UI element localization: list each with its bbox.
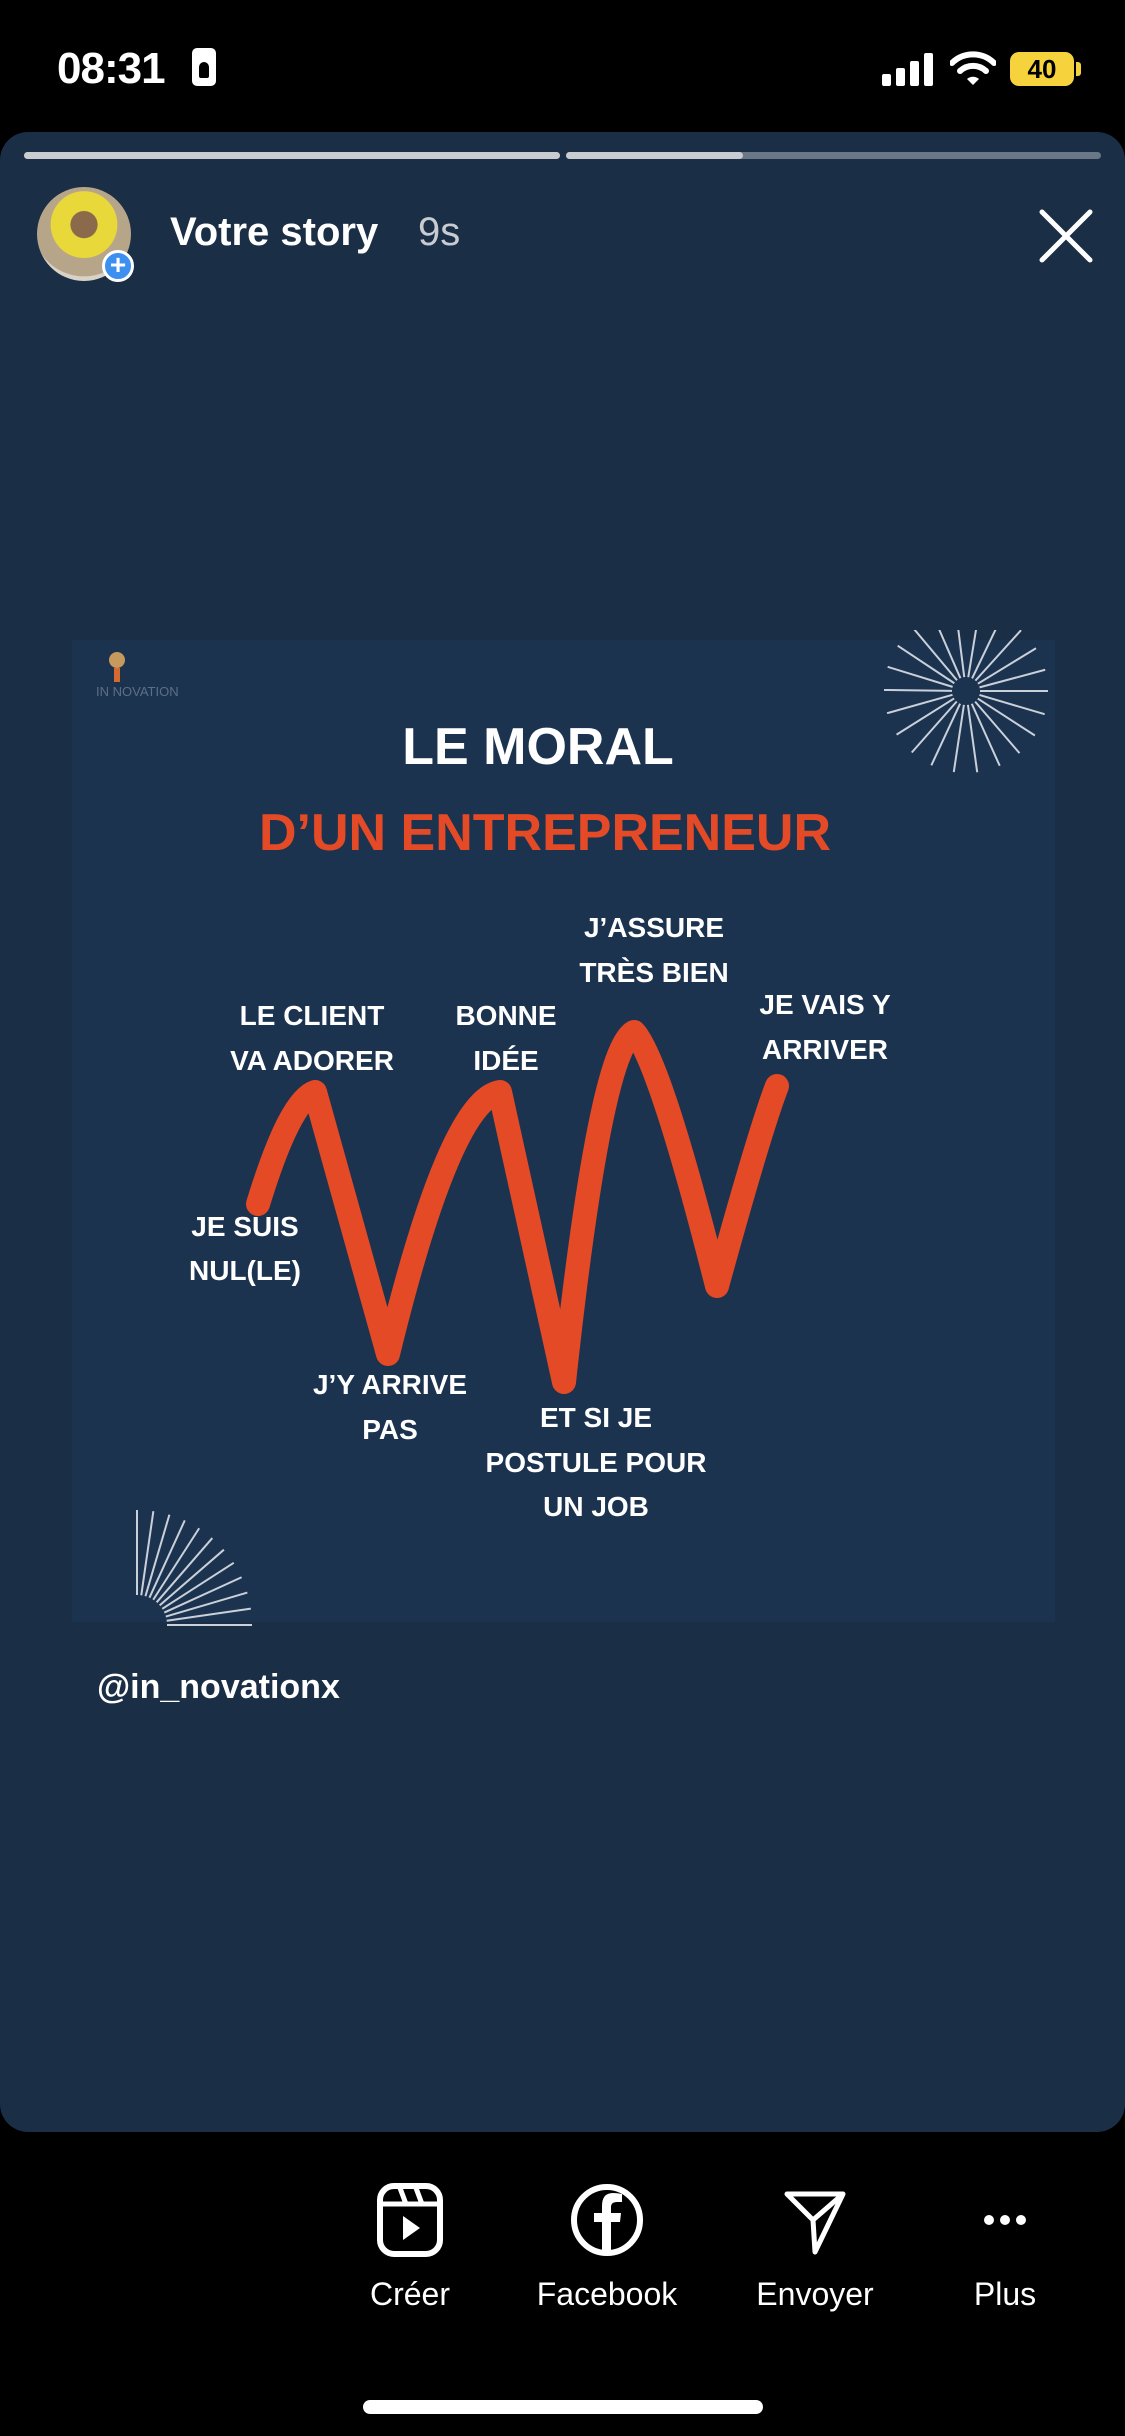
post-background <box>72 640 1055 1622</box>
label-assure-2: TRÈS BIEN <box>579 957 728 988</box>
reels-icon <box>377 2183 443 2257</box>
starburst-top-right <box>883 630 1048 773</box>
wifi-icon <box>950 51 996 85</box>
label-arrive-2: PAS <box>362 1414 418 1445</box>
mention-sticker[interactable]: @in_novationx <box>97 1668 340 1706</box>
starburst-bottom-left <box>136 1510 252 1626</box>
facebook-label: Facebook <box>536 2276 678 2312</box>
label-vais-1: JE VAIS Y <box>759 989 891 1020</box>
logo: IN NOVATION <box>96 652 179 699</box>
post-title: LE MORAL <box>402 718 674 776</box>
more-button[interactable]: Plus <box>915 2180 1095 2313</box>
more-icon <box>984 2215 1026 2225</box>
starburst-ray <box>159 1548 225 1607</box>
starburst-ray <box>165 1591 248 1618</box>
starburst-ray <box>910 700 958 754</box>
starburst-ray <box>967 630 977 678</box>
label-arrive-1: J’Y ARRIVE <box>313 1369 467 1400</box>
starburst-ray <box>163 1576 243 1614</box>
label-vais-2: ARRIVER <box>762 1034 888 1065</box>
label-nul-2: NUL(LE) <box>189 1255 301 1286</box>
facebook-icon <box>571 2184 643 2256</box>
close-icon[interactable] <box>1036 206 1096 266</box>
starburst-ray <box>970 703 1001 767</box>
story-progress-fill <box>566 152 743 159</box>
label-job-2: POSTULE POUR <box>486 1447 707 1478</box>
starburst-ray <box>161 1561 235 1610</box>
home-indicator[interactable] <box>363 2400 763 2414</box>
story-progress-1 <box>24 152 560 159</box>
morale-wave <box>246 1020 789 1394</box>
starburst-ray <box>144 1514 171 1597</box>
story-progress-2 <box>566 152 1101 159</box>
label-job-1: ET SI JE <box>540 1402 652 1433</box>
label-bonne-2: IDÉE <box>473 1045 538 1076</box>
starburst-ray <box>971 630 997 679</box>
starburst-ray <box>897 644 955 685</box>
starburst-ray <box>166 1607 251 1622</box>
starburst-ray <box>957 630 966 678</box>
create-label: Créer <box>369 2276 450 2312</box>
starburst-ray <box>913 630 958 681</box>
label-nul-1: JE SUIS <box>191 1211 298 1242</box>
starburst-ray <box>930 703 961 766</box>
starburst-ray <box>938 630 962 679</box>
cellular-signal-icon <box>882 53 933 86</box>
facebook-button[interactable]: Facebook <box>517 2180 697 2313</box>
label-assure-1: J’ASSURE <box>584 912 724 943</box>
story-progress-fill <box>24 152 560 159</box>
starburst-ray <box>974 700 1021 754</box>
starburst-ray <box>896 697 955 736</box>
post-subtitle: D’UN ENTREPRENEUR <box>259 804 831 862</box>
starburst-ray <box>887 665 953 688</box>
send-button[interactable]: Envoyer <box>725 2180 905 2313</box>
story-timestamp: 9s <box>418 210 461 254</box>
starburst-ray <box>952 704 965 773</box>
story-post-image: IN NOVATION LE MORAL D’UN ENTREPRENEUR L… <box>72 630 1055 1626</box>
label-job-3: UN JOB <box>543 1491 649 1522</box>
status-time: 08:31 <box>57 44 166 93</box>
battery-tip <box>1076 62 1081 76</box>
starburst-ray <box>974 630 1022 682</box>
starburst-ray <box>148 1519 186 1599</box>
send-icon <box>784 2191 846 2255</box>
starburst-ray <box>155 1537 214 1603</box>
story-owner[interactable]: Votre story <box>170 210 379 254</box>
send-label: Envoyer <box>756 2276 874 2312</box>
battery-level: 40 <box>1010 52 1074 86</box>
starburst-ray <box>152 1527 201 1601</box>
create-button[interactable]: Créer <box>320 2180 500 2313</box>
starburst-ray <box>883 688 953 692</box>
logo-text: IN NOVATION <box>96 684 179 699</box>
label-bonne-1: BONNE <box>455 1000 556 1031</box>
contact-badge-icon <box>192 48 216 86</box>
starburst-ray <box>140 1511 155 1596</box>
more-label: Plus <box>973 2276 1037 2312</box>
starburst-ray <box>977 697 1036 737</box>
starburst-ray <box>886 693 953 715</box>
label-client-2: VA ADORER <box>230 1045 394 1076</box>
starburst-ray <box>979 668 1046 689</box>
add-story-icon[interactable]: + <box>102 250 134 282</box>
starburst-ray <box>977 647 1037 685</box>
label-client-1: LE CLIENT <box>240 1000 385 1031</box>
starburst-ray <box>979 694 1045 716</box>
starburst-ray <box>966 704 979 773</box>
